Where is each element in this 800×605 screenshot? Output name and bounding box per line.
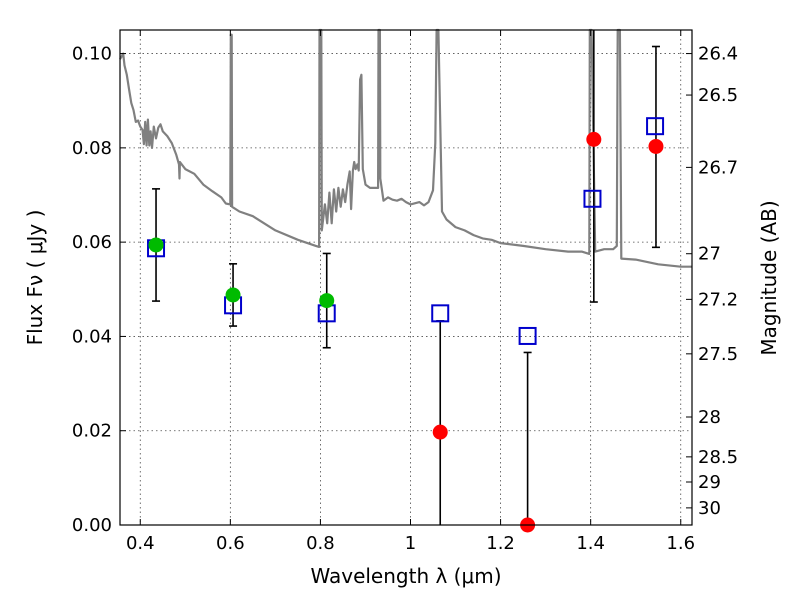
gridlines	[120, 30, 692, 526]
secondary-y-tick-label: 29	[698, 472, 721, 493]
x-tick-label: 1	[405, 533, 416, 554]
secondary-y-tick-label: 26.4	[698, 44, 738, 65]
observed-point	[432, 424, 448, 440]
y-tick-label: 0.08	[72, 138, 112, 159]
y-tick-label: 0.02	[72, 421, 112, 442]
secondary-y-tick-label: 27.2	[698, 289, 738, 310]
y-tick-label: 0.00	[72, 515, 112, 536]
secondary-y-tick-label: 28	[698, 407, 721, 428]
observed-point	[148, 237, 164, 253]
tick-labels: 0.4 0.6 0.8 1 1.2 1.4 1.6 0.00 0.02 0.04 0.06 0.08 0…	[72, 44, 738, 554]
plot-frame	[119, 29, 693, 526]
observed-point	[225, 287, 241, 303]
model-bandpass-marker	[646, 117, 665, 136]
y-tick-label: 0.04	[72, 326, 112, 347]
x-tick-label: 0.6	[216, 533, 245, 554]
model-bandpass-marker	[583, 189, 602, 208]
x-tick-label: 1.4	[576, 533, 605, 554]
secondary-y-tick-label: 27	[698, 244, 721, 265]
y-axis-label: Flux Fν ( μJy )	[23, 210, 47, 346]
observed-point	[586, 131, 602, 147]
observed-point	[648, 138, 664, 154]
y-tick-label: 0.10	[72, 44, 112, 65]
secondary-y-tick-label: 30	[698, 498, 721, 519]
secondary-y-tick-label: 26.5	[698, 85, 738, 106]
model-bandpass-layer	[147, 117, 665, 345]
secondary-y-axis-label: Magnitude (AB)	[757, 200, 781, 355]
model-sed-layer	[119, 28, 692, 268]
secondary-y-tick-label: 26.7	[698, 157, 738, 178]
observed-point	[319, 293, 335, 309]
model-sed-line	[119, 28, 692, 268]
model-bandpass-marker	[431, 304, 450, 323]
x-tick-label: 1.6	[666, 533, 695, 554]
observed-point-layer	[148, 131, 664, 533]
secondary-y-tick-label: 27.5	[698, 344, 738, 365]
x-tick-label: 1.2	[486, 533, 515, 554]
x-axis-label: Wavelength λ (μm)	[310, 564, 501, 588]
secondary-y-tick-label: 28.5	[698, 447, 738, 468]
model-bandpass-marker	[518, 326, 537, 345]
errorbar-layer	[152, 30, 660, 525]
x-tick-label: 0.8	[306, 533, 335, 554]
axis-ticks	[120, 30, 692, 526]
x-tick-label: 0.4	[126, 533, 155, 554]
y-tick-label: 0.06	[72, 232, 112, 253]
